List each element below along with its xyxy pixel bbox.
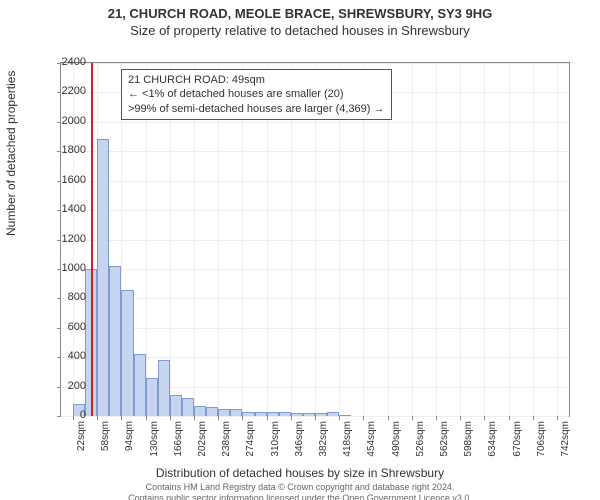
- x-tick-label: 22sqm: [76, 421, 87, 451]
- histogram-bar: [230, 409, 242, 416]
- x-tick-mark: [460, 416, 461, 420]
- x-tick-label: 454sqm: [366, 421, 377, 457]
- histogram-bar: [242, 412, 254, 416]
- histogram-bar: [182, 398, 194, 416]
- x-tick-mark: [170, 416, 171, 420]
- footer-attribution: Contains HM Land Registry data © Crown c…: [0, 482, 600, 500]
- x-tick-label: 346sqm: [294, 421, 305, 457]
- x-tick-mark: [218, 416, 219, 420]
- chart-title: 21, CHURCH ROAD, MEOLE BRACE, SHREWSBURY…: [0, 6, 600, 21]
- gridline-vertical: [557, 63, 558, 416]
- histogram-bar: [158, 360, 170, 416]
- x-tick-label: 94sqm: [124, 421, 135, 451]
- histogram-bar: [121, 290, 133, 416]
- x-tick-mark: [146, 416, 147, 420]
- x-tick-label: 670sqm: [512, 421, 523, 457]
- footer-line-1: Contains HM Land Registry data © Crown c…: [0, 482, 600, 493]
- y-tick-label: 400: [46, 350, 86, 362]
- y-tick-label: 2200: [46, 85, 86, 97]
- histogram-bar: [327, 412, 339, 416]
- gridline-vertical: [436, 63, 437, 416]
- x-tick-label: 742sqm: [560, 421, 571, 457]
- x-tick-mark: [509, 416, 510, 420]
- x-tick-label: 526sqm: [415, 421, 426, 457]
- histogram-bar: [315, 413, 327, 416]
- histogram-bar: [267, 412, 279, 416]
- x-tick-mark: [291, 416, 292, 420]
- annotation-line: ← <1% of detached houses are smaller (20…: [128, 87, 385, 101]
- footer-line-2: Contains public sector information licen…: [0, 493, 600, 500]
- gridline-vertical: [412, 63, 413, 416]
- x-tick-label: 706sqm: [536, 421, 547, 457]
- x-tick-label: 598sqm: [463, 421, 474, 457]
- x-tick-label: 274sqm: [245, 421, 256, 457]
- histogram-bar: [109, 266, 121, 416]
- x-tick-mark: [121, 416, 122, 420]
- x-tick-mark: [97, 416, 98, 420]
- x-tick-mark: [436, 416, 437, 420]
- chart-subtitle: Size of property relative to detached ho…: [0, 23, 600, 38]
- y-axis-label: Number of detached properties: [4, 71, 18, 236]
- x-tick-label: 418sqm: [342, 421, 353, 457]
- y-tick-label: 800: [46, 291, 86, 303]
- histogram-bar: [279, 412, 291, 416]
- y-tick-label: 0: [46, 409, 86, 421]
- histogram-bar: [97, 139, 109, 416]
- y-tick-label: 1200: [46, 233, 86, 245]
- x-tick-label: 382sqm: [318, 421, 329, 457]
- x-tick-label: 130sqm: [149, 421, 160, 457]
- histogram-bar: [170, 395, 182, 416]
- histogram-bar: [146, 378, 158, 416]
- x-tick-mark: [388, 416, 389, 420]
- histogram-bar: [339, 415, 351, 416]
- histogram-bar: [218, 409, 230, 416]
- x-tick-label: 58sqm: [100, 421, 111, 451]
- gridline-vertical: [533, 63, 534, 416]
- annotation-box: 21 CHURCH ROAD: 49sqm← <1% of detached h…: [121, 69, 392, 120]
- x-tick-mark: [412, 416, 413, 420]
- x-tick-mark: [484, 416, 485, 420]
- y-tick-label: 1400: [46, 203, 86, 215]
- x-tick-mark: [363, 416, 364, 420]
- y-tick-label: 600: [46, 321, 86, 333]
- plot-area: 22sqm58sqm94sqm130sqm166sqm202sqm238sqm2…: [60, 62, 570, 417]
- y-tick-label: 1000: [46, 262, 86, 274]
- x-tick-mark: [267, 416, 268, 420]
- x-tick-mark: [315, 416, 316, 420]
- annotation-line: >99% of semi-detached houses are larger …: [128, 102, 385, 116]
- y-tick-label: 1800: [46, 144, 86, 156]
- x-tick-label: 166sqm: [173, 421, 184, 457]
- y-tick-label: 2400: [46, 56, 86, 68]
- x-tick-label: 202sqm: [197, 421, 208, 457]
- y-tick-label: 2000: [46, 115, 86, 127]
- x-tick-label: 634sqm: [487, 421, 498, 457]
- x-tick-mark: [242, 416, 243, 420]
- gridline-vertical: [509, 63, 510, 416]
- histogram-bar: [194, 406, 206, 416]
- x-tick-mark: [557, 416, 558, 420]
- x-tick-mark: [194, 416, 195, 420]
- x-tick-label: 310sqm: [270, 421, 281, 457]
- reference-line: [91, 63, 93, 416]
- x-tick-label: 562sqm: [439, 421, 450, 457]
- gridline-vertical: [460, 63, 461, 416]
- x-tick-mark: [533, 416, 534, 420]
- x-axis-label: Distribution of detached houses by size …: [0, 466, 600, 480]
- x-tick-label: 238sqm: [221, 421, 232, 457]
- x-tick-label: 490sqm: [391, 421, 402, 457]
- histogram-bar: [134, 354, 146, 416]
- y-tick-label: 200: [46, 380, 86, 392]
- annotation-line: 21 CHURCH ROAD: 49sqm: [128, 73, 385, 87]
- gridline-vertical: [484, 63, 485, 416]
- chart-container: 21, CHURCH ROAD, MEOLE BRACE, SHREWSBURY…: [0, 6, 600, 500]
- histogram-bar: [255, 412, 267, 416]
- histogram-bar: [291, 413, 303, 416]
- histogram-bar: [303, 413, 315, 416]
- histogram-bar: [206, 407, 218, 416]
- x-tick-mark: [339, 416, 340, 420]
- y-tick-label: 1600: [46, 174, 86, 186]
